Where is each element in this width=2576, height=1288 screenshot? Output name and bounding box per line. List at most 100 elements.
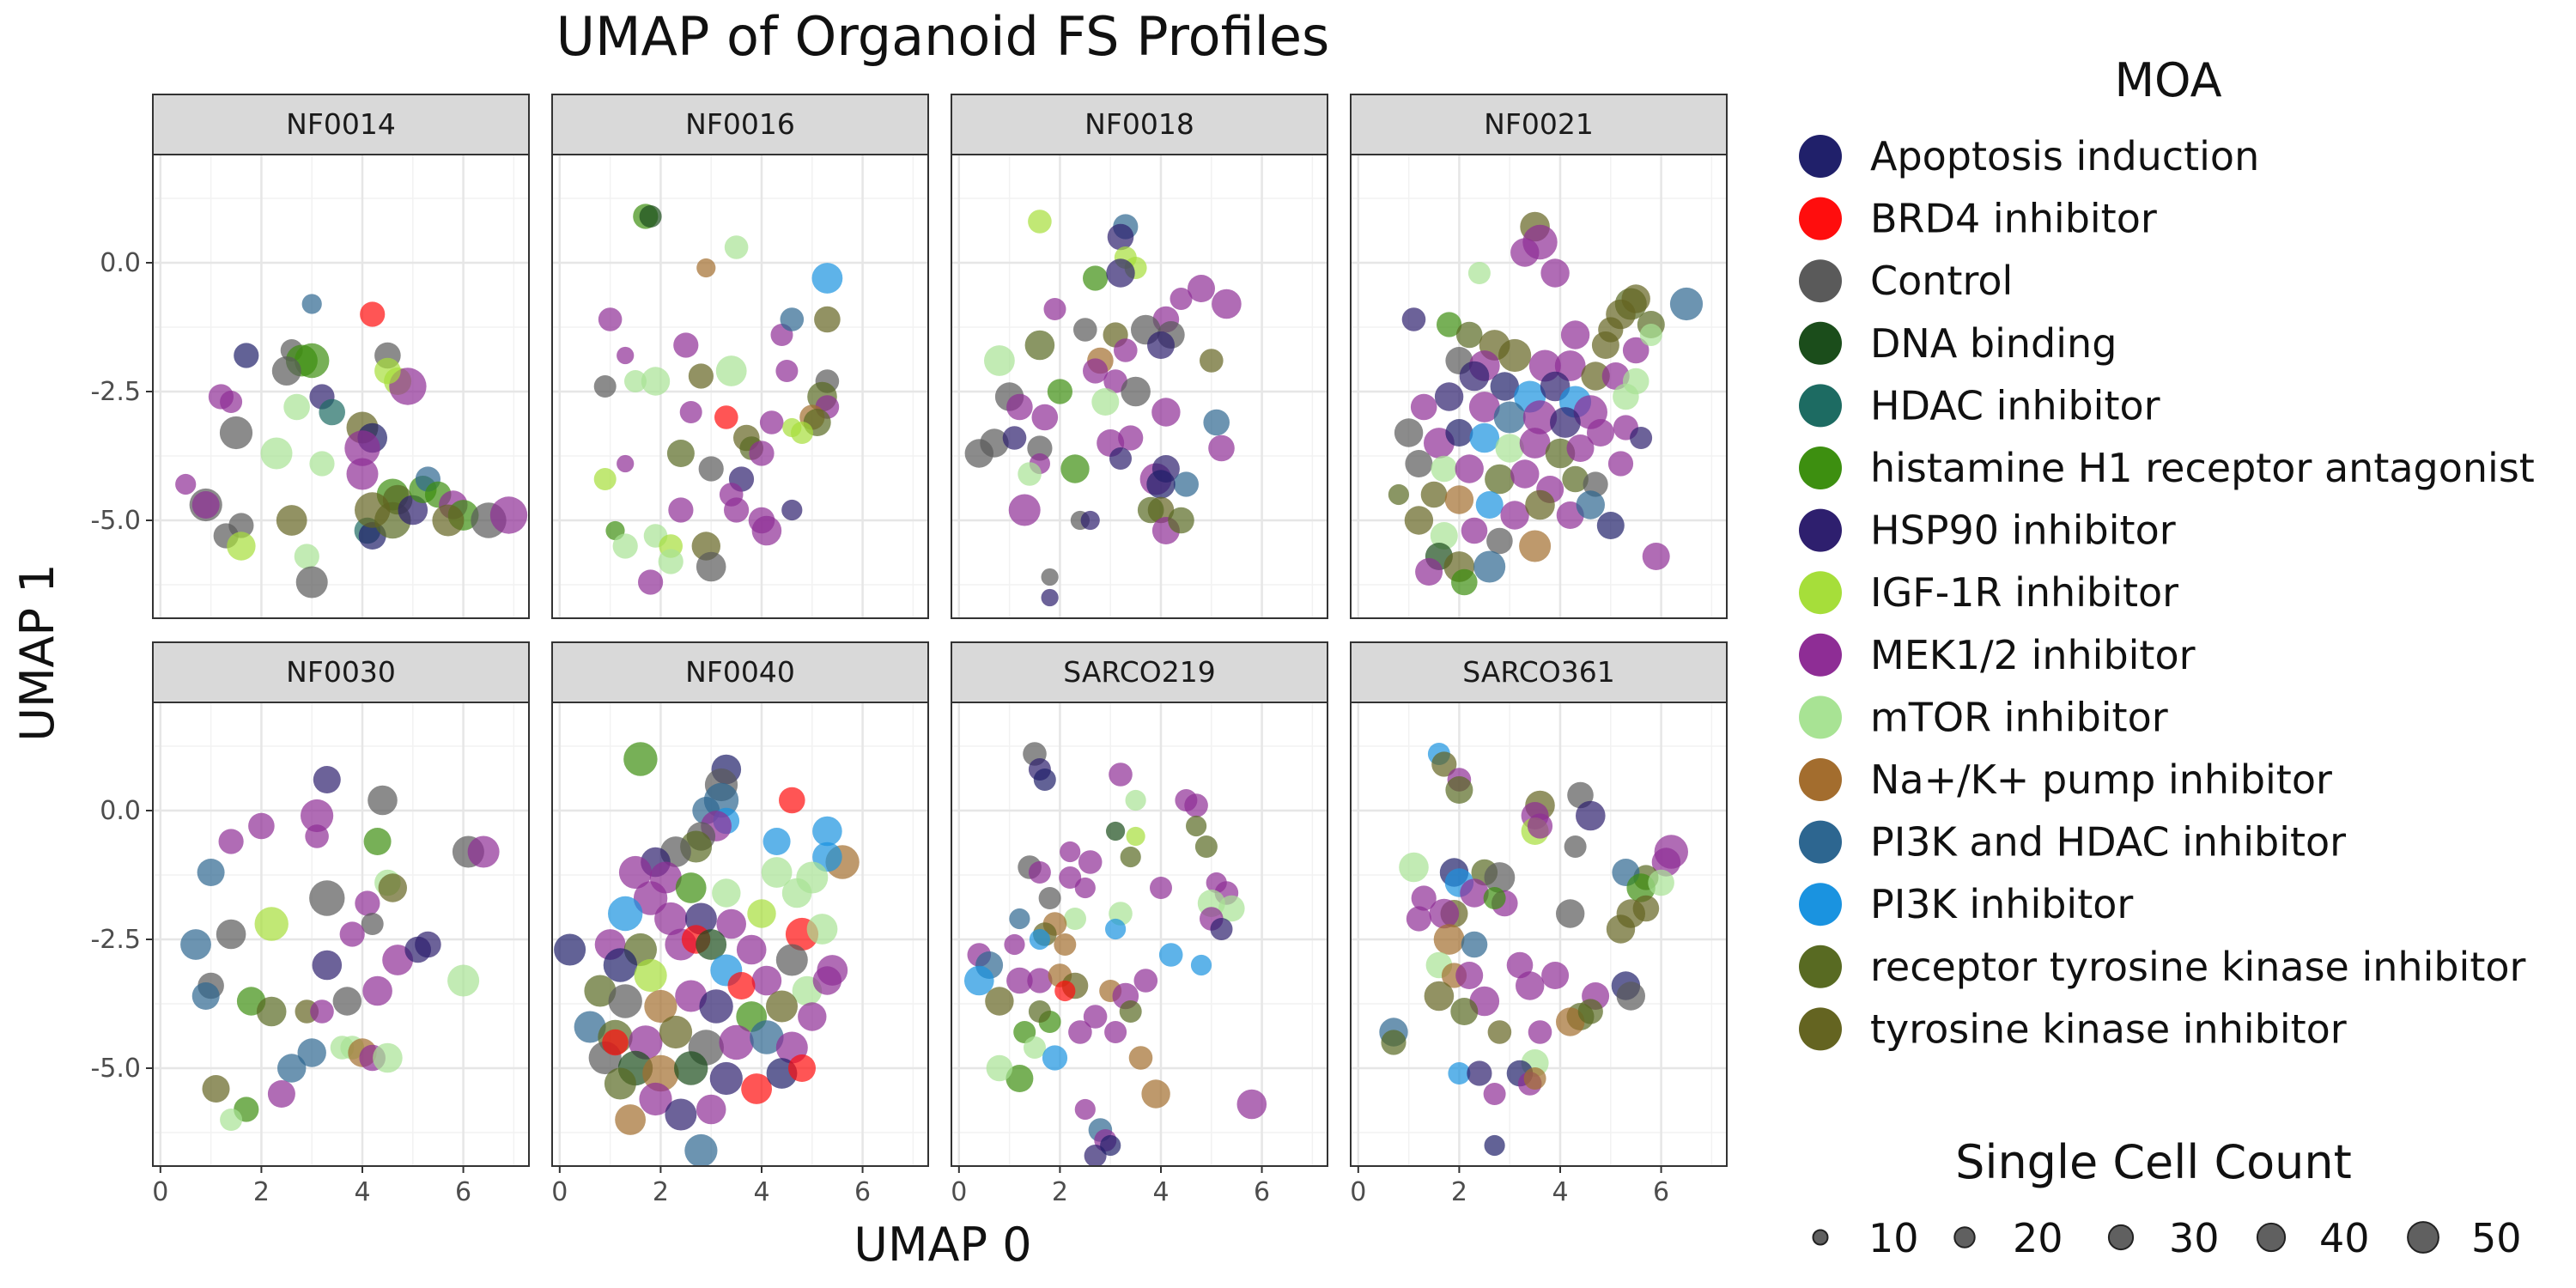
data-point (788, 1054, 816, 1082)
data-point (1381, 1030, 1406, 1055)
data-point (1601, 362, 1630, 390)
x-tick-label: 2 (1052, 1177, 1068, 1207)
data-point (1490, 372, 1520, 401)
data-point (1455, 962, 1484, 989)
data-point (415, 931, 441, 958)
data-point (781, 499, 803, 521)
legend-item: Na+/K+ pump inhibitor (1799, 756, 2332, 803)
data-point (1151, 398, 1181, 427)
facet-strip (152, 94, 530, 155)
data-point (1073, 318, 1097, 342)
data-point (604, 1067, 636, 1100)
data-point (1388, 483, 1409, 506)
facet-strip (1350, 641, 1728, 703)
data-point (1146, 470, 1176, 499)
data-point (277, 1054, 307, 1083)
data-point (1410, 393, 1437, 421)
x-tick-label: 6 (455, 1177, 471, 1207)
facet-strip (1350, 94, 1728, 155)
x-axis-title: UMAP 0 (854, 1218, 1031, 1272)
data-point (1008, 494, 1041, 526)
data-point (1607, 451, 1634, 477)
data-point (675, 872, 707, 903)
panel-points (554, 742, 860, 1166)
size-legend-item: 30 (2107, 1215, 2220, 1261)
panel-border (551, 154, 929, 619)
data-point (1669, 287, 1704, 321)
data-point (806, 914, 838, 945)
data-point (696, 551, 726, 582)
data-point (1484, 1134, 1505, 1157)
data-point (1141, 1079, 1170, 1109)
data-point (1596, 512, 1625, 539)
data-point (1550, 407, 1581, 438)
data-point (602, 1029, 629, 1056)
data-point (267, 1080, 295, 1108)
data-point (374, 357, 401, 385)
data-point (1540, 258, 1570, 288)
data-point (1006, 967, 1033, 994)
data-point (709, 1061, 743, 1096)
data-point (1519, 428, 1551, 459)
data-point (1027, 435, 1053, 461)
data-point (1639, 324, 1662, 346)
data-point (294, 544, 319, 569)
data-point (1060, 841, 1081, 863)
data-point (1577, 999, 1603, 1024)
data-point (1133, 969, 1158, 993)
data-point (699, 989, 733, 1024)
data-point (346, 458, 379, 490)
facet-panel-nf0018: NF0018 (951, 94, 1328, 619)
legend-label: receptor tyrosine kinase inhibitor (1870, 944, 2526, 990)
data-point (297, 1038, 326, 1067)
panel-border (1350, 154, 1728, 619)
data-point (751, 515, 782, 546)
data-point (1190, 954, 1212, 976)
y-tick-label: -5.0 (90, 1054, 141, 1084)
size-legend-label: 20 (2013, 1215, 2063, 1261)
data-point (1434, 382, 1464, 411)
data-point (1519, 530, 1552, 562)
size-legend-circle (2407, 1221, 2439, 1254)
x-tick-label: 0 (551, 1177, 568, 1207)
x-tick-label: 0 (951, 1177, 967, 1207)
data-point (761, 857, 793, 888)
data-point (1186, 815, 1207, 837)
data-point (716, 908, 746, 939)
legend-item: PI3K and HDAC inhibitor (1799, 819, 2346, 866)
facet-strip (551, 641, 929, 703)
data-point (1467, 262, 1491, 284)
legend-swatch (1799, 883, 1842, 927)
data-point (1444, 485, 1474, 514)
data-point (964, 439, 994, 468)
data-point (197, 859, 225, 886)
legend-label: BRD4 inhibitor (1870, 196, 2157, 242)
data-point (1560, 320, 1590, 349)
data-point (1468, 392, 1500, 422)
size-legend-item: 20 (1953, 1215, 2063, 1261)
data-point (1475, 491, 1504, 519)
data-point (679, 401, 702, 423)
facet-panel-sarco219: SARCO219 (951, 641, 1328, 1167)
data-point (276, 505, 307, 536)
data-point (1028, 861, 1051, 884)
data-point (812, 816, 842, 847)
data-point (1028, 1000, 1051, 1023)
legend-label: PI3K inhibitor (1870, 881, 2133, 927)
data-point (1642, 543, 1670, 570)
data-point (1583, 471, 1608, 497)
data-point (1430, 522, 1458, 550)
data-point (220, 391, 243, 413)
data-point (1606, 914, 1636, 944)
data-point (202, 1075, 230, 1103)
legend-label: DNA binding (1870, 320, 2117, 367)
data-point (1486, 527, 1513, 555)
data-point (1107, 223, 1134, 251)
size-legend-circle (2256, 1222, 2287, 1253)
data-point (1591, 331, 1619, 359)
data-point (295, 566, 328, 598)
data-point (1194, 835, 1218, 858)
data-point (618, 855, 653, 890)
data-point (668, 497, 694, 523)
data-point (220, 1109, 243, 1131)
